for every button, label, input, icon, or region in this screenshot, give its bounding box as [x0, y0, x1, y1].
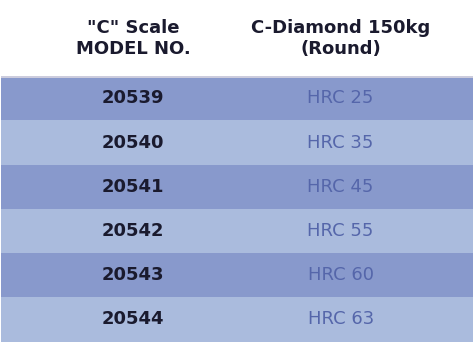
Bar	[1, 165, 473, 209]
Bar	[1, 253, 473, 297]
Bar	[1, 297, 473, 342]
Bar	[1, 209, 473, 253]
Bar	[1, 120, 473, 165]
Text: 20544: 20544	[102, 310, 164, 329]
Text: 20541: 20541	[102, 178, 164, 196]
Bar	[1, 76, 473, 78]
Text: HRC 25: HRC 25	[308, 90, 374, 107]
Text: 20539: 20539	[102, 90, 164, 107]
Text: 20542: 20542	[102, 222, 164, 240]
Text: HRC 55: HRC 55	[308, 222, 374, 240]
Bar	[1, 76, 473, 120]
Text: "C" Scale
MODEL NO.: "C" Scale MODEL NO.	[76, 20, 191, 58]
Text: C-Diamond 150kg
(Round): C-Diamond 150kg (Round)	[251, 20, 430, 58]
Text: HRC 63: HRC 63	[308, 310, 374, 329]
Text: HRC 45: HRC 45	[308, 178, 374, 196]
Text: HRC 35: HRC 35	[308, 133, 374, 152]
Text: 20543: 20543	[102, 266, 164, 284]
Text: HRC 60: HRC 60	[308, 266, 374, 284]
Text: 20540: 20540	[102, 133, 164, 152]
